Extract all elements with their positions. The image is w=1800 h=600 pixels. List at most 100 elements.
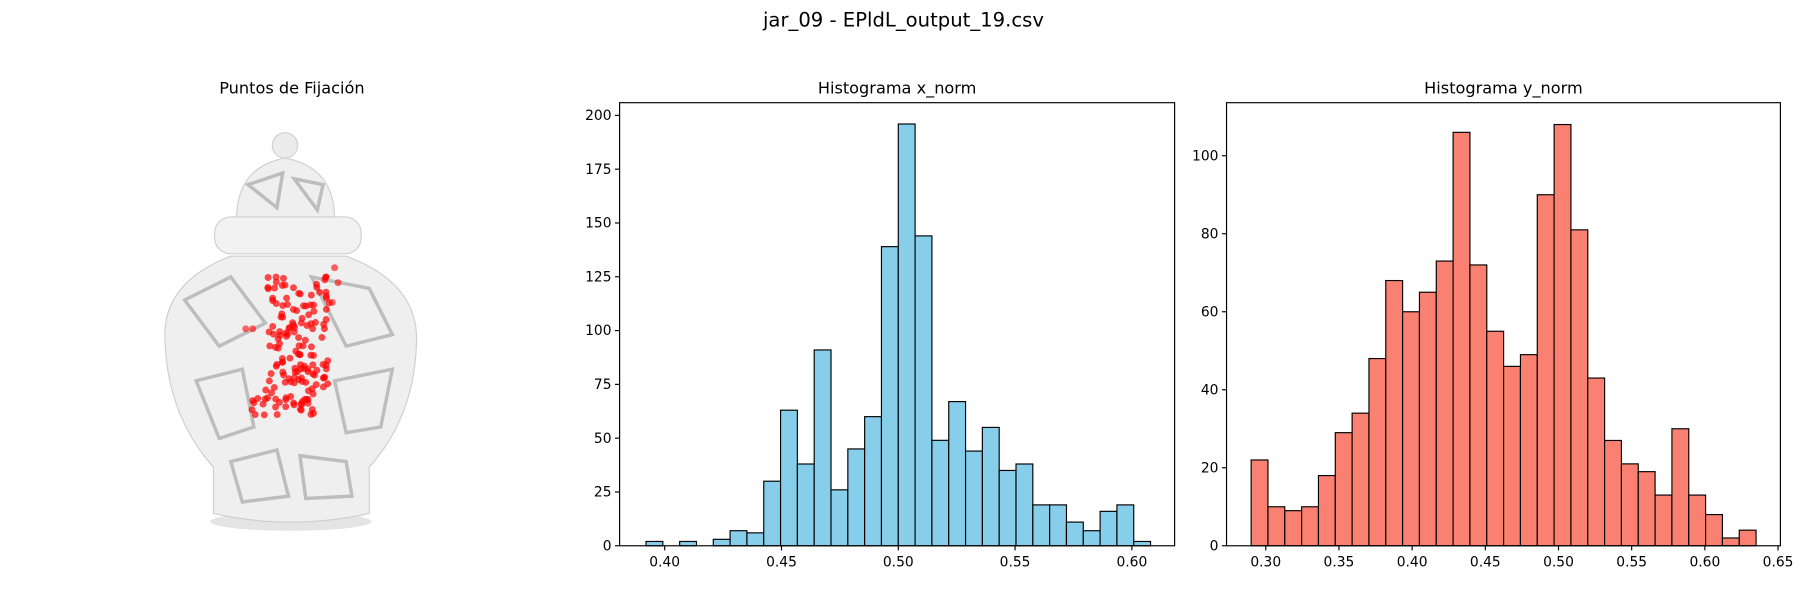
bar [981, 426, 1000, 547]
y-tick-label: 200 [585, 108, 611, 124]
fixation-point [264, 274, 272, 281]
fixation-point [301, 336, 309, 344]
bar [712, 538, 731, 547]
fixation-point [299, 397, 307, 405]
bar [1015, 463, 1034, 547]
x-tick-label: 0.40 [649, 555, 680, 571]
bar [931, 439, 950, 547]
fixation-point [279, 368, 287, 376]
fixation-point [271, 343, 279, 351]
fixation-point [249, 325, 257, 333]
fixation-point [290, 284, 297, 292]
bar [1133, 540, 1152, 547]
fixation-point [284, 330, 292, 338]
bar [1402, 311, 1421, 547]
fixation-point [286, 354, 294, 362]
fixation-point [292, 347, 300, 355]
bar [645, 540, 664, 547]
bar [1637, 471, 1656, 547]
fixation-point [271, 284, 279, 292]
fixation-point [279, 302, 287, 310]
jar-lid [235, 157, 336, 220]
fixation-point [291, 368, 299, 376]
fixation-point [302, 378, 310, 386]
fixation-point [279, 313, 287, 321]
fixation-point [242, 325, 250, 333]
bar [1116, 504, 1135, 547]
axes-frame [619, 102, 1176, 547]
bar [1284, 510, 1303, 547]
fixation-point [259, 400, 267, 408]
bar [729, 530, 748, 547]
fixation-point [295, 289, 303, 297]
y-tick-label: 100 [585, 323, 611, 339]
bar [1654, 494, 1673, 547]
y-tick-label: 125 [585, 269, 611, 285]
fixation-point [302, 302, 310, 310]
fixation-point [313, 283, 321, 291]
bar [1368, 357, 1387, 547]
fixation-point [298, 314, 306, 322]
x-tick-label: 0.45 [1470, 555, 1501, 571]
bar [964, 450, 983, 547]
fixation-point [272, 362, 280, 370]
fixation-point [322, 288, 330, 296]
bar [1301, 506, 1320, 547]
y-tick-label: 20 [1201, 460, 1219, 476]
fixation-point [287, 378, 295, 386]
fixation-point [322, 305, 330, 313]
fixation-point [266, 342, 274, 350]
bar [1536, 194, 1555, 547]
fixation-point [310, 307, 318, 315]
bar [864, 416, 883, 547]
y-tick-label: 75 [594, 377, 612, 393]
x-tick-label: 0.45 [766, 555, 797, 571]
figure-title: jar_09 - EPldL_output_19.csv [762, 9, 1044, 32]
bar [1452, 131, 1471, 547]
axes-frame [1225, 102, 1781, 547]
bar [1688, 494, 1707, 547]
fixation-point [282, 403, 290, 411]
jar-body [164, 255, 418, 523]
bar [1418, 291, 1437, 547]
fixation-point [322, 294, 330, 302]
fixation-point [296, 405, 304, 413]
fixation-point [309, 390, 317, 398]
chart-title: Histograma y_norm [1424, 78, 1583, 98]
bar [1721, 537, 1740, 547]
jar-lid-rim [214, 216, 362, 255]
y-tick-label: 0 [603, 538, 612, 554]
jar-knob [271, 132, 299, 159]
bar [1065, 521, 1084, 547]
fixation-point [290, 328, 298, 336]
y-tick-label: 25 [594, 485, 612, 501]
x-tick-label: 0.35 [1324, 555, 1355, 571]
fixation-point [320, 374, 328, 382]
x-tick-label: 0.55 [1000, 555, 1031, 571]
fixation-point [272, 278, 280, 286]
fixation-point [324, 380, 332, 388]
fixation-point [312, 381, 320, 389]
fixation-point [264, 285, 272, 293]
bar [1250, 459, 1269, 547]
bar [948, 401, 967, 547]
fixation-point [334, 279, 342, 287]
chart-title: Histograma x_norm [818, 78, 977, 98]
fixation-point [331, 264, 339, 272]
bar [1604, 439, 1623, 547]
y-tick-label: 150 [585, 216, 611, 232]
fixation-point [283, 294, 291, 302]
y-tick-label: 0 [1210, 538, 1219, 554]
fixation-point [272, 403, 280, 411]
bar [1705, 513, 1724, 547]
bar [779, 409, 798, 547]
x-tick-label: 0.60 [1116, 555, 1147, 571]
bar [1587, 377, 1606, 547]
bar [1570, 229, 1589, 547]
bar [1503, 365, 1522, 547]
fixation-point [322, 316, 330, 323]
fixation-point [265, 377, 273, 385]
x-tick-label: 0.40 [1397, 555, 1428, 571]
x-tick-label: 0.50 [883, 555, 914, 571]
